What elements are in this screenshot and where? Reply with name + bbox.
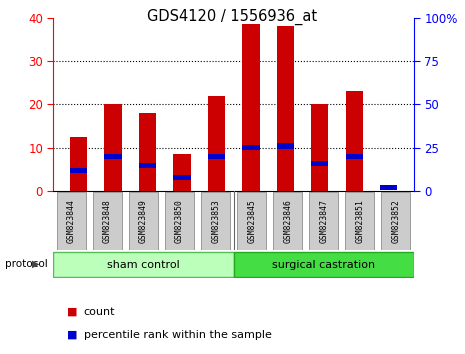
Bar: [104, 154, 121, 159]
Text: GSM823849: GSM823849: [139, 199, 148, 243]
Text: GDS4120 / 1556936_at: GDS4120 / 1556936_at: [147, 9, 318, 25]
Bar: [208, 96, 225, 191]
Text: ■: ■: [67, 330, 78, 339]
Text: GSM823845: GSM823845: [247, 199, 256, 243]
FancyBboxPatch shape: [53, 252, 234, 278]
Text: ■: ■: [67, 307, 78, 316]
Text: protocol: protocol: [5, 259, 47, 269]
Text: surgical castration: surgical castration: [272, 259, 375, 270]
Text: percentile rank within the sample: percentile rank within the sample: [84, 330, 272, 339]
Bar: [380, 185, 398, 190]
Text: count: count: [84, 307, 115, 316]
Text: ▶: ▶: [32, 259, 39, 269]
FancyBboxPatch shape: [309, 192, 338, 250]
FancyBboxPatch shape: [381, 192, 410, 250]
Bar: [70, 137, 87, 191]
Text: GSM823844: GSM823844: [67, 199, 76, 243]
FancyBboxPatch shape: [201, 192, 230, 250]
Bar: [242, 24, 259, 191]
Bar: [139, 113, 156, 191]
Bar: [346, 154, 363, 159]
Text: sham control: sham control: [107, 259, 180, 270]
Text: GSM823853: GSM823853: [211, 199, 220, 243]
FancyBboxPatch shape: [165, 192, 194, 250]
Bar: [277, 27, 294, 191]
Bar: [104, 104, 121, 191]
Text: GSM823850: GSM823850: [175, 199, 184, 243]
Bar: [139, 162, 156, 168]
Bar: [311, 161, 328, 166]
Bar: [70, 168, 87, 173]
FancyBboxPatch shape: [93, 192, 122, 250]
Text: GSM823846: GSM823846: [283, 199, 292, 243]
Bar: [311, 104, 328, 191]
FancyBboxPatch shape: [345, 192, 374, 250]
Text: GSM823852: GSM823852: [392, 199, 400, 243]
Bar: [346, 91, 363, 191]
FancyBboxPatch shape: [57, 192, 86, 250]
Bar: [277, 143, 294, 149]
FancyBboxPatch shape: [237, 192, 266, 250]
Bar: [208, 154, 225, 159]
Text: GSM823851: GSM823851: [355, 199, 364, 243]
Bar: [242, 145, 259, 150]
Bar: [173, 154, 191, 191]
FancyBboxPatch shape: [234, 252, 414, 278]
FancyBboxPatch shape: [273, 192, 302, 250]
FancyBboxPatch shape: [129, 192, 158, 250]
Text: GSM823848: GSM823848: [103, 199, 112, 243]
Text: GSM823847: GSM823847: [319, 199, 328, 243]
Bar: [173, 175, 191, 180]
